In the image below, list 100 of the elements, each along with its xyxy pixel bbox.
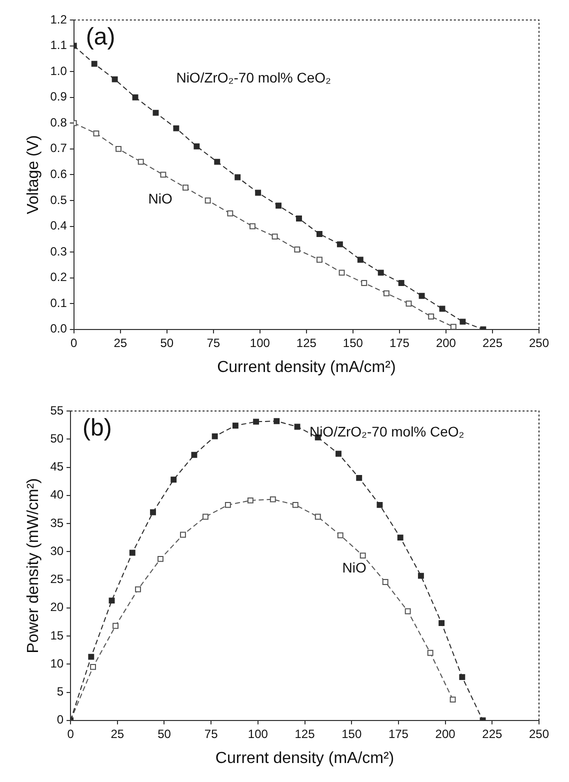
y-tick-label: 40	[50, 488, 64, 502]
y-tick-label: 1.2	[50, 12, 68, 26]
point	[383, 290, 390, 296]
point	[314, 514, 321, 520]
point	[427, 650, 434, 656]
point	[90, 664, 96, 670]
y-tick-label: 0.5	[50, 192, 68, 207]
point	[234, 174, 241, 180]
point	[336, 450, 342, 457]
point	[450, 696, 456, 703]
point	[132, 94, 138, 100]
point	[224, 502, 231, 508]
point	[292, 502, 298, 508]
point	[138, 158, 144, 165]
point	[397, 534, 404, 541]
point	[253, 418, 260, 425]
point	[202, 514, 208, 520]
point	[129, 550, 136, 556]
point	[450, 324, 456, 330]
x-tick-label: 25	[110, 726, 124, 741]
y-tick-label: 25	[50, 572, 64, 586]
y-tick-label: 20	[50, 600, 64, 614]
y-axis-title: Voltage (V)	[25, 135, 42, 214]
point	[404, 608, 411, 614]
point	[180, 532, 186, 538]
point	[460, 318, 466, 325]
y-tick-label: 0.2	[50, 270, 68, 284]
y-tick-label: 1.0	[50, 64, 68, 78]
point	[337, 532, 344, 538]
y-tick-label: 0.6	[50, 167, 68, 182]
point	[360, 552, 366, 559]
x-tick-label: 75	[206, 336, 220, 350]
point	[88, 654, 94, 660]
y-tick-label: 0.7	[50, 141, 68, 156]
point	[247, 497, 254, 504]
x-tick-label: 125	[296, 336, 317, 350]
point	[170, 476, 177, 483]
y-tick-label: 0.9	[50, 90, 68, 104]
point	[428, 314, 434, 320]
y-tick-label: 10	[50, 656, 64, 670]
point	[459, 674, 466, 680]
y-tick-label: 55	[50, 403, 64, 418]
point	[250, 223, 256, 230]
point	[356, 474, 362, 481]
point	[376, 502, 383, 508]
x-tick-label: 250	[528, 726, 550, 741]
y-tick-label: 35	[50, 516, 64, 530]
y-tick-label: 15	[50, 628, 64, 642]
point	[274, 418, 280, 424]
point	[270, 496, 276, 502]
point	[191, 452, 198, 458]
annotation: (b)	[82, 414, 112, 442]
x-tick-label: 175	[388, 726, 409, 741]
point	[227, 210, 234, 216]
point	[361, 280, 368, 286]
point	[158, 556, 164, 562]
y-tick-label: 1.1	[50, 38, 68, 52]
y-tick-label: 0.0	[50, 322, 68, 336]
point	[296, 216, 302, 222]
point	[378, 270, 384, 276]
x-tick-label: 100	[248, 726, 268, 741]
point	[316, 256, 322, 263]
y-tick-label: 0.4	[50, 218, 68, 233]
point	[418, 292, 425, 299]
point	[182, 184, 188, 191]
x-tick-label: 225	[482, 726, 502, 741]
point	[276, 202, 282, 209]
x-tick-label: 125	[294, 726, 316, 741]
point	[93, 130, 100, 136]
point	[214, 158, 220, 165]
y-tick-label: 0	[56, 712, 64, 727]
point	[294, 424, 300, 430]
point	[194, 143, 200, 150]
point	[398, 280, 404, 286]
point	[357, 256, 364, 263]
point	[382, 579, 388, 585]
annotation: (a)	[86, 24, 116, 51]
y-tick-label: 50	[50, 431, 64, 446]
y-tick-label: 30	[50, 544, 64, 558]
point	[160, 172, 166, 178]
point	[112, 622, 118, 629]
point	[212, 433, 218, 440]
y-tick-label: 0.8	[50, 115, 68, 130]
point	[418, 572, 424, 579]
series-label: NiO	[148, 190, 173, 206]
y-tick-label: 45	[50, 460, 64, 474]
x-tick-label: 0	[70, 336, 78, 350]
x-tick-label: 100	[250, 336, 270, 350]
point	[294, 246, 300, 252]
x-axis-title: Current density (mA/cm²)	[215, 750, 394, 767]
x-tick-label: 200	[435, 726, 456, 741]
x-tick-label: 25	[114, 336, 128, 350]
x-tick-label: 175	[389, 336, 410, 350]
point	[108, 598, 115, 604]
point	[91, 60, 98, 67]
point	[112, 76, 118, 82]
y-tick-label: 0.1	[50, 296, 68, 310]
point	[255, 190, 262, 196]
x-tick-label: 200	[436, 336, 456, 350]
point	[150, 509, 156, 516]
